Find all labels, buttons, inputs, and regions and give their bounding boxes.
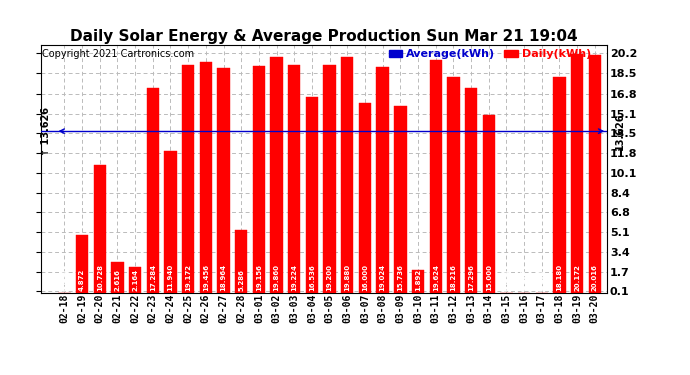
Bar [341,57,353,292]
Bar [129,267,141,292]
Text: 15.000: 15.000 [486,264,492,291]
Text: 4.872: 4.872 [79,269,85,291]
Text: 10.728: 10.728 [97,264,103,291]
Text: 19.172: 19.172 [185,264,191,291]
Text: Copyright 2021 Cartronics.com: Copyright 2021 Cartronics.com [42,48,195,58]
Text: 0.000: 0.000 [61,269,68,291]
Text: 18.964: 18.964 [221,264,226,291]
Bar [377,67,389,292]
Text: 19.200: 19.200 [326,264,333,291]
Text: 19.456: 19.456 [203,264,209,291]
Legend: Average(kWh), Daily(kWh): Average(kWh), Daily(kWh) [384,45,596,64]
Bar [235,230,248,292]
Text: 0.000: 0.000 [539,269,545,291]
Bar [359,103,371,292]
Text: 11.940: 11.940 [168,264,173,291]
Text: ↑ 13.626: ↑ 13.626 [41,106,51,156]
Text: 19.156: 19.156 [256,264,262,291]
Text: 0.000: 0.000 [504,269,509,291]
Bar [447,77,460,292]
Text: 18.216: 18.216 [451,264,456,291]
Bar [482,115,495,292]
Bar [429,60,442,292]
Text: 19.860: 19.860 [273,264,279,291]
Bar [199,62,212,292]
Bar [146,88,159,292]
Title: Daily Solar Energy & Average Production Sun Mar 21 19:04: Daily Solar Energy & Average Production … [70,29,578,44]
Bar [465,88,477,292]
Bar [306,97,318,292]
Text: 20.172: 20.172 [574,264,580,291]
Text: 16.000: 16.000 [362,264,368,291]
Text: 2.164: 2.164 [132,269,138,291]
Bar [253,66,265,292]
Bar [217,68,230,292]
Text: 17.296: 17.296 [468,264,474,291]
Text: 13.626: 13.626 [615,112,625,150]
Text: 18.180: 18.180 [556,264,562,291]
Text: 15.736: 15.736 [397,264,404,291]
Bar [571,54,583,292]
Bar [589,56,601,292]
Bar [288,65,300,292]
Text: 19.880: 19.880 [344,264,351,291]
Bar [270,57,283,292]
Bar [412,270,424,292]
Bar [324,65,336,292]
Text: 19.224: 19.224 [291,264,297,291]
Bar [394,106,406,292]
Bar [111,261,124,292]
Text: 5.286: 5.286 [238,269,244,291]
Text: 20.016: 20.016 [592,264,598,291]
Text: 1.892: 1.892 [415,269,421,291]
Text: 17.284: 17.284 [150,264,156,291]
Bar [94,165,106,292]
Bar [76,235,88,292]
Text: 16.536: 16.536 [309,264,315,291]
Bar [164,151,177,292]
Text: 2.616: 2.616 [115,269,121,291]
Bar [553,77,566,292]
Text: 0.000: 0.000 [521,269,527,291]
Text: 19.024: 19.024 [380,264,386,291]
Bar [182,66,195,292]
Text: 19.624: 19.624 [433,264,439,291]
